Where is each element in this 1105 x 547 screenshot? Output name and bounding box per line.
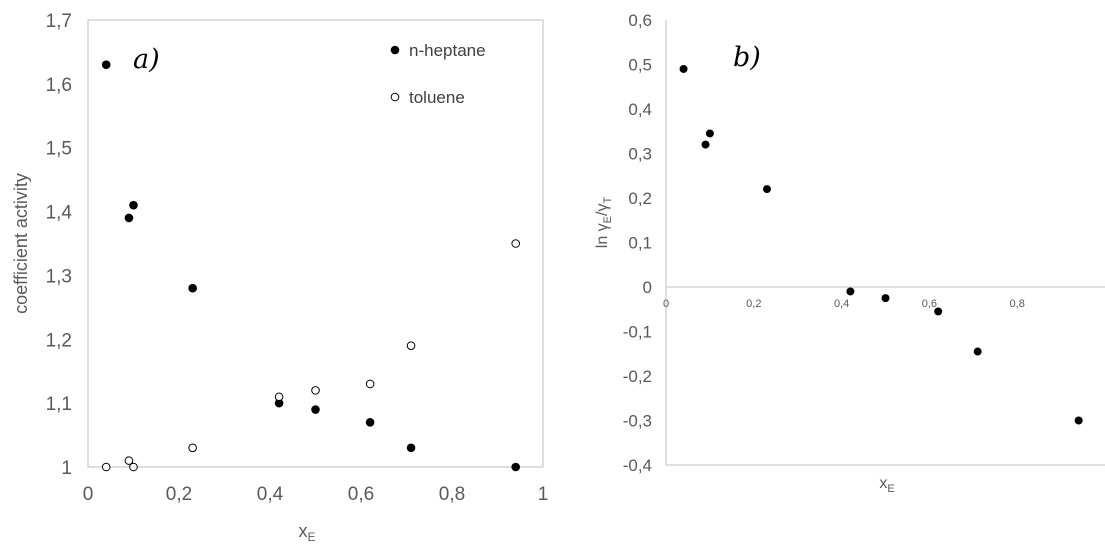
- y-tick-label: 0,5: [628, 56, 652, 75]
- data-point-n-heptane: [365, 418, 375, 427]
- x-tick-label: 0,4: [834, 298, 849, 310]
- x-axis-title-main: x: [298, 521, 307, 541]
- y-axis-title-sub1: E: [602, 216, 614, 223]
- legend-label-toluene: toluene: [409, 88, 465, 107]
- data-point-n-heptane: [124, 213, 134, 223]
- legend-label-n-heptane: n-heptane: [409, 41, 486, 60]
- y-tick-label: -0,2: [623, 367, 652, 386]
- y-tick-label: 0: [643, 278, 652, 297]
- panel-label-b: b): [733, 42, 761, 73]
- x-tick-label: 1: [538, 484, 549, 505]
- y-tick-label: 1: [61, 458, 72, 479]
- x-axis-title-main: x: [879, 475, 887, 492]
- data-point: [1074, 416, 1083, 425]
- y-axis-title-main: ln γ: [594, 223, 611, 248]
- x-axis-title-sub: E: [307, 530, 315, 544]
- data-point: [679, 64, 688, 73]
- data-point: [701, 140, 710, 149]
- x-tick-label: 0,8: [439, 484, 465, 505]
- x-tick-label: 0,2: [166, 484, 192, 505]
- data-point-n-heptane: [511, 462, 520, 472]
- plot-area-border: [87, 19, 544, 468]
- data-point-toluene: [406, 341, 416, 350]
- data-point: [934, 307, 943, 316]
- y-tick-label: 0,4: [628, 100, 652, 119]
- y-tick-label: 1,5: [46, 139, 72, 160]
- chart-a: 1 1,1 1,2 1,3 1,4 1,5 1,6 1,7 0 0,2 0,4 0,6 0,8 1 coef…: [11, 11, 548, 544]
- y-tick-label: 0,1: [628, 234, 652, 253]
- x-tick-label: 0,8: [1010, 298, 1025, 310]
- y-tick-label: 0,2: [628, 189, 652, 208]
- y-tick-label: 1,4: [46, 203, 73, 224]
- y-axis-title: ln γE/γT: [594, 197, 614, 249]
- panel-label-a: a): [133, 44, 160, 75]
- legend-marker-n-heptane: [390, 45, 400, 55]
- x-tick-label: 0,2: [746, 298, 761, 310]
- x-tick-label: 0: [663, 298, 669, 310]
- y-tick-label: -0,3: [623, 412, 652, 431]
- y-tick-label: 1,7: [46, 11, 72, 32]
- data-point-toluene: [101, 462, 111, 472]
- y-axis-title-mid: /γ: [594, 204, 611, 216]
- data-point-n-heptane: [188, 283, 197, 293]
- data-point-toluene: [129, 462, 138, 472]
- data-point-toluene: [511, 239, 521, 248]
- data-point-toluene: [365, 379, 375, 389]
- y-tick-label: 1,2: [46, 330, 72, 351]
- data-point-toluene: [188, 443, 197, 453]
- x-axis-title: xE: [298, 521, 315, 544]
- data-point-n-heptane: [311, 405, 320, 414]
- y-tick-label: -0,1: [623, 323, 652, 342]
- data-point: [762, 185, 771, 194]
- y-tick-label: 0,3: [628, 145, 652, 164]
- data-point-n-heptane: [101, 60, 111, 69]
- y-tick-label: 1,6: [46, 75, 72, 96]
- data-point: [973, 347, 982, 356]
- legend-marker-toluene: [390, 92, 400, 102]
- data-point: [846, 287, 855, 296]
- y-tick-label: 1,1: [46, 394, 72, 415]
- y-tick-label: -0,4: [623, 456, 652, 475]
- y-axis-title: coefficient activity: [11, 173, 31, 314]
- data-point: [881, 294, 890, 303]
- data-point-n-heptane: [274, 398, 284, 408]
- chart-b: -0,4 -0,3 -0,2 -0,1 0 0,1 0,2 0,3 0,4 0,5 0,6 0 0,2 0…: [594, 11, 1105, 495]
- data-point: [705, 129, 714, 138]
- data-point-toluene: [124, 456, 134, 465]
- x-axis-title-sub: E: [887, 483, 894, 495]
- y-axis-title-sub2: T: [602, 197, 614, 204]
- x-tick-label: 0,4: [257, 484, 284, 505]
- x-tick-label: 0: [83, 484, 94, 505]
- y-tick-label: 0,6: [628, 11, 652, 30]
- x-tick-label: 0,6: [348, 484, 374, 505]
- data-point-n-heptane: [406, 443, 416, 453]
- data-point-n-heptane: [129, 200, 138, 210]
- x-axis-title: xE: [879, 475, 894, 495]
- y-tick-label: 1,3: [46, 266, 72, 287]
- x-tick-label: 0,6: [922, 298, 937, 310]
- data-point-toluene: [274, 392, 284, 402]
- data-point-toluene: [311, 386, 320, 395]
